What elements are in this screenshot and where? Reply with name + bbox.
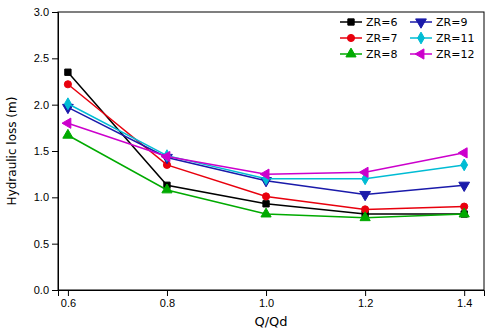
x-tick-mark xyxy=(167,290,168,296)
series-marker xyxy=(62,118,71,128)
y-tick-label: 3.0 xyxy=(34,6,49,18)
series xyxy=(65,69,468,217)
y-tick-label: 1.0 xyxy=(34,191,49,203)
x-tick-label: 1.0 xyxy=(259,297,274,309)
plot-frame xyxy=(58,12,484,290)
series-marker xyxy=(63,129,73,138)
y-tick: 1.0 xyxy=(34,191,58,203)
x-tick: 0.6 xyxy=(61,290,76,309)
y-tick: 1.5 xyxy=(34,145,58,157)
x-tick-mark xyxy=(464,290,465,296)
legend-swatch-marker xyxy=(346,48,356,57)
series-marker xyxy=(65,69,71,75)
y-tick: 0.0 xyxy=(34,284,58,296)
series-marker xyxy=(263,201,269,207)
legend-label: ZR=7 xyxy=(366,32,397,45)
x-tick-label: 1.4 xyxy=(457,297,472,309)
x-tick: 1.2 xyxy=(358,290,373,309)
series-marker xyxy=(461,159,468,171)
x-tick-label: 0.8 xyxy=(160,297,175,309)
y-tick-label: 0.0 xyxy=(34,284,49,296)
y-tick: 2.0 xyxy=(34,99,58,111)
x-tick-mark xyxy=(68,290,69,296)
legend-label: ZR=11 xyxy=(436,32,474,45)
legend-label: ZR=6 xyxy=(366,16,397,29)
legend-item: ZR=9 xyxy=(410,16,467,29)
x-tick-mark xyxy=(266,290,267,296)
x-axis-line xyxy=(59,291,485,297)
legend-label: ZR=12 xyxy=(436,48,474,61)
y-tick-label: 1.5 xyxy=(34,145,49,157)
y-tick-label: 0.5 xyxy=(34,238,49,250)
series-marker xyxy=(359,167,368,177)
y-axis: 0.0 0.5 1.0 1.5 2.0 2.5 3.0 xyxy=(34,6,59,296)
series-marker xyxy=(260,169,269,179)
x-tick-mark xyxy=(365,290,366,296)
series-marker xyxy=(459,182,470,191)
series-marker xyxy=(65,98,72,110)
x-tick-label: 0.6 xyxy=(61,297,76,309)
series-line xyxy=(68,135,464,217)
legend-label: ZR=8 xyxy=(366,48,397,61)
x-tick: 1.4 xyxy=(457,290,472,309)
series-marker xyxy=(161,151,170,161)
y-tick-mark xyxy=(52,244,58,245)
series-marker xyxy=(459,208,469,217)
y-tick: 3.0 xyxy=(34,6,58,18)
series xyxy=(63,129,469,220)
legend-swatch-marker xyxy=(348,19,354,25)
legend-swatch-marker xyxy=(415,49,424,59)
y-tick-label: 2.0 xyxy=(34,99,49,111)
series xyxy=(64,81,467,213)
y-axis-line xyxy=(52,13,59,291)
y-tick-mark xyxy=(52,105,58,106)
series-line xyxy=(68,104,464,179)
legend-swatch-marker xyxy=(416,19,427,28)
x-tick: 0.8 xyxy=(160,290,175,309)
x-axis-title: Q/Qd xyxy=(254,314,287,329)
legend-label: ZR=9 xyxy=(436,16,467,29)
series xyxy=(63,104,470,200)
series-marker xyxy=(262,193,269,200)
legend-item: ZR=8 xyxy=(340,48,397,61)
series-marker xyxy=(458,148,467,158)
legend-item: ZR=7 xyxy=(340,32,397,45)
legend-item: ZR=11 xyxy=(410,32,474,45)
series-marker xyxy=(64,81,71,88)
legend-item: ZR=12 xyxy=(410,48,474,61)
y-tick-mark xyxy=(52,290,58,291)
y-tick-mark xyxy=(52,151,58,152)
series-line xyxy=(68,84,464,209)
y-tick: 2.5 xyxy=(34,52,58,64)
series-line xyxy=(68,123,464,174)
series-line xyxy=(68,107,464,194)
y-tick-mark xyxy=(52,197,58,198)
series-marker xyxy=(162,184,172,193)
x-axis: 0.6 0.8 1.0 1.2 1.4 xyxy=(59,290,485,309)
series-line xyxy=(68,72,464,214)
series-layer xyxy=(62,69,470,221)
series xyxy=(65,98,468,185)
chart: 0.6 0.8 1.0 1.2 1.4 0.0 0.5 1.0 1.5 2.0 2.5 3.0 ZR=6… xyxy=(0,0,500,334)
y-tick-mark xyxy=(52,58,58,59)
y-tick: 0.5 xyxy=(34,238,58,250)
series-marker xyxy=(261,208,271,217)
legend-swatch-marker xyxy=(347,34,354,41)
legend-swatch-marker xyxy=(418,32,425,44)
y-axis-title: Hydraulic loss (m) xyxy=(5,97,19,206)
y-tick-mark xyxy=(52,12,58,13)
series-marker xyxy=(360,212,370,221)
plot: 0.6 0.8 1.0 1.2 1.4 0.0 0.5 1.0 1.5 2.0 2.5 3.0 ZR=6… xyxy=(34,6,485,309)
y-tick-label: 2.5 xyxy=(34,52,49,64)
legend: ZR=6 ZR=7 ZR=8 ZR=9 ZR=11 ZR=12 xyxy=(340,16,474,61)
series-marker xyxy=(360,191,371,200)
series xyxy=(62,118,467,179)
x-tick: 1.0 xyxy=(259,290,274,309)
x-tick-label: 1.2 xyxy=(358,297,373,309)
legend-item: ZR=6 xyxy=(340,16,397,29)
